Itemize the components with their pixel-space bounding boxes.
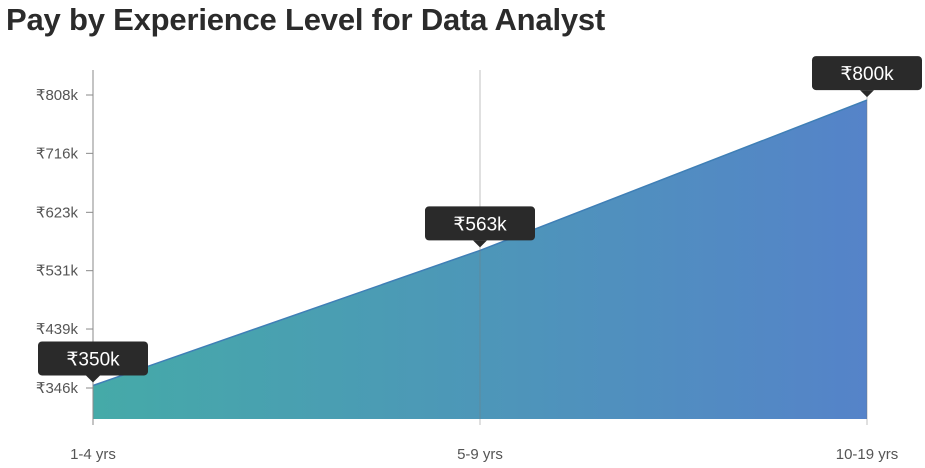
data-label: ₹800k [840, 64, 894, 85]
tooltip-pointer [473, 240, 487, 248]
x-tick-label: 10-19 yrs [836, 446, 899, 463]
tooltip-pointer [86, 375, 100, 383]
y-tick-label: ₹531k [36, 263, 79, 280]
tooltip-pointer [860, 90, 874, 98]
x-tick-label: 1-4 yrs [70, 446, 116, 463]
y-tick-label: ₹439k [36, 321, 79, 338]
tooltip-box [812, 56, 922, 91]
data-label: ₹350k [66, 349, 120, 370]
y-tick-label: ₹623k [36, 204, 79, 221]
value-tooltip: ₹800k [812, 56, 922, 98]
value-tooltip: ₹563k [425, 206, 535, 248]
series-line [92, 99, 868, 387]
tooltip-box [425, 206, 535, 241]
y-tick-label: ₹808k [36, 87, 79, 104]
data-label: ₹563k [453, 214, 507, 235]
x-tick-label: 5-9 yrs [457, 446, 503, 463]
y-tick-label: ₹346k [36, 380, 79, 397]
area-fill [93, 100, 867, 419]
tooltip-box [38, 341, 148, 376]
y-tick-label: ₹716k [36, 145, 79, 162]
chart-title: Pay by Experience Level for Data Analyst [6, 2, 606, 37]
value-tooltip: ₹350k [38, 341, 148, 383]
